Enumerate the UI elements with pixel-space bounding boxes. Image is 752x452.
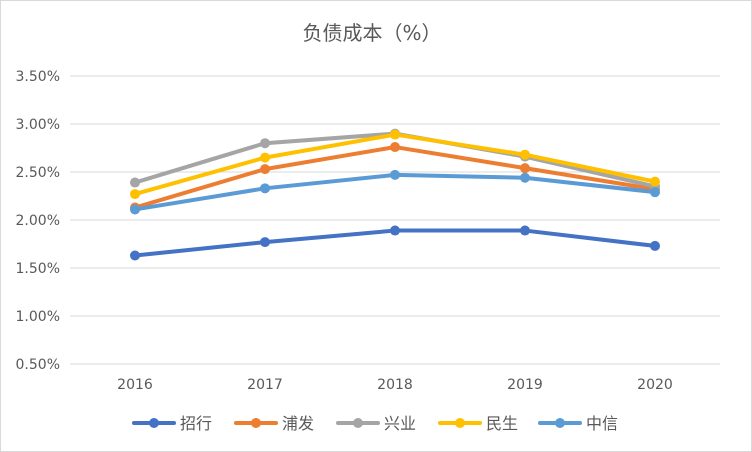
data-point	[130, 189, 140, 200]
x-tick-label: 2020	[637, 377, 673, 393]
legend-label: 浦发	[282, 414, 314, 433]
data-point	[650, 187, 660, 198]
y-tick-label: 0.50%	[16, 357, 60, 373]
legend-item: 浦发	[234, 414, 314, 433]
chart-title: 负债成本（%）	[302, 21, 441, 45]
data-point	[520, 163, 530, 174]
data-point	[650, 240, 660, 251]
y-tick-label: 1.50%	[16, 261, 60, 277]
legend-item: 中信	[538, 414, 618, 433]
data-point	[390, 129, 400, 140]
legend-marker	[555, 418, 565, 428]
legend-item: 民生	[438, 414, 518, 433]
x-tick-label: 2018	[377, 377, 413, 393]
y-tick-label: 3.00%	[16, 117, 60, 133]
series-招行	[130, 225, 660, 261]
series-民生	[130, 129, 660, 200]
gridlines	[70, 75, 720, 365]
legend-marker	[251, 418, 261, 428]
legend-marker	[149, 418, 159, 428]
legend-label: 民生	[486, 414, 518, 433]
legend-item: 招行	[132, 414, 212, 433]
legend-marker	[455, 418, 465, 428]
legend-marker	[353, 418, 363, 428]
legend-label: 中信	[586, 414, 618, 433]
x-axis-ticks: 2016 2017 2018 2019 2020	[117, 377, 673, 393]
data-point	[130, 250, 140, 261]
series-group	[130, 128, 660, 261]
data-point	[130, 204, 140, 215]
x-tick-label: 2017	[247, 377, 283, 393]
legend-item: 兴业	[336, 414, 416, 433]
legend: 招行 浦发 兴业 民生 中信	[132, 414, 618, 433]
legend-label: 兴业	[384, 414, 416, 433]
data-point	[260, 183, 270, 194]
series-中信	[130, 169, 660, 215]
data-point	[260, 138, 270, 149]
x-tick-label: 2016	[117, 377, 153, 393]
y-tick-label: 2.00%	[16, 213, 60, 229]
y-axis-ticks: 0.50% 1.00% 1.50% 2.00% 2.50% 3.00% 3.50%	[16, 69, 60, 373]
data-point	[260, 164, 270, 175]
data-point	[390, 225, 400, 236]
legend-label: 招行	[180, 414, 212, 433]
data-point	[390, 169, 400, 180]
y-tick-label: 3.50%	[16, 69, 60, 85]
data-point	[390, 142, 400, 153]
y-tick-label: 1.00%	[16, 309, 60, 325]
data-point	[260, 152, 270, 163]
x-tick-label: 2019	[507, 377, 543, 393]
series-line	[133, 172, 657, 212]
data-point	[520, 149, 530, 160]
data-point	[520, 225, 530, 236]
data-point	[130, 177, 140, 188]
data-point	[260, 237, 270, 248]
data-point	[650, 176, 660, 187]
data-point	[520, 172, 530, 183]
y-tick-label: 2.50%	[16, 165, 60, 181]
